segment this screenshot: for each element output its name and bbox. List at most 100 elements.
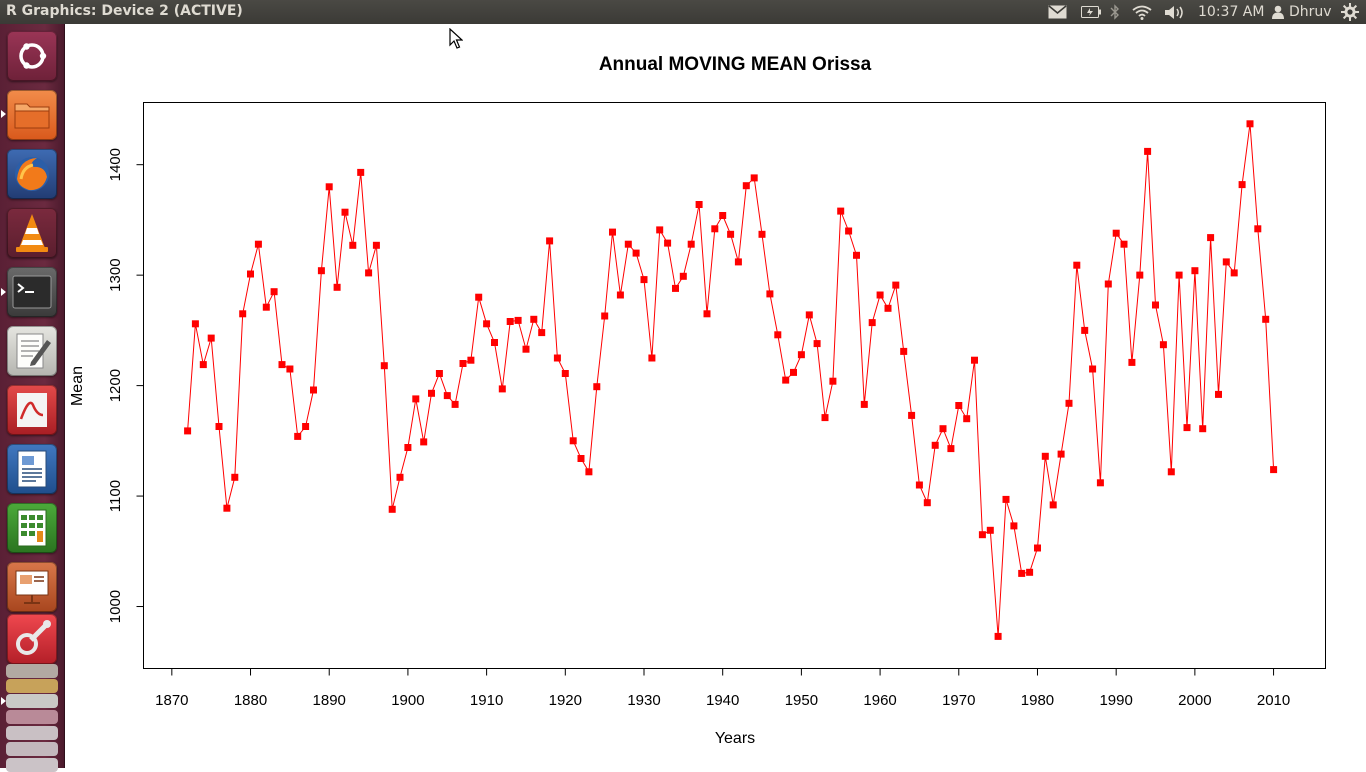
x-tick-label: 1940	[706, 692, 739, 709]
data-point	[498, 385, 506, 393]
data-point	[1222, 258, 1230, 266]
running-indicator	[1, 110, 6, 118]
battery-icon[interactable]	[1081, 4, 1101, 20]
data-point	[695, 201, 703, 208]
data-point	[396, 473, 404, 481]
data-point	[1002, 495, 1010, 503]
settings-icon[interactable]	[7, 614, 57, 664]
data-point	[766, 290, 774, 298]
mouse-pointer-icon	[449, 28, 463, 49]
data-point	[553, 354, 561, 362]
data-point	[1096, 479, 1104, 487]
x-tick-label: 1890	[313, 692, 346, 709]
data-point	[821, 414, 829, 422]
x-tick-label: 1970	[942, 692, 975, 709]
data-point	[341, 208, 349, 216]
data-point	[1215, 390, 1222, 398]
data-point	[1159, 341, 1167, 349]
launcher-stack-item[interactable]	[6, 664, 58, 678]
document-viewer-icon[interactable]	[7, 385, 57, 435]
vlc-icon[interactable]	[7, 208, 57, 258]
data-point	[616, 291, 624, 299]
data-point	[428, 389, 435, 397]
data-point	[624, 240, 632, 248]
x-tick-label: 1980	[1021, 692, 1054, 709]
launcher-stack-item[interactable]	[6, 710, 58, 724]
data-point	[388, 505, 396, 513]
data-point	[475, 293, 483, 301]
data-point	[963, 415, 971, 423]
data-point	[845, 227, 853, 235]
data-point	[679, 272, 687, 280]
data-point	[797, 351, 805, 359]
launcher-stack-item[interactable]	[6, 742, 58, 756]
data-point	[1254, 225, 1262, 233]
data-point	[971, 356, 978, 364]
data-point	[687, 240, 695, 248]
y-tick-label: 1100	[107, 480, 124, 512]
bluetooth-icon[interactable]	[1110, 4, 1120, 20]
data-point	[1175, 271, 1183, 279]
y-tick-label: 1000	[107, 590, 124, 623]
launcher-stack-item[interactable]	[6, 694, 58, 708]
volume-icon[interactable]	[1164, 4, 1184, 20]
wifi-icon[interactable]	[1132, 4, 1152, 20]
data-point	[829, 377, 837, 385]
data-point	[734, 258, 742, 266]
data-point	[884, 304, 892, 312]
y-axis: 1000 1100 1200 1300 1400	[107, 148, 144, 623]
terminal-icon[interactable]	[7, 267, 57, 317]
data-point	[294, 432, 302, 440]
data-point	[317, 267, 325, 275]
launcher-stack-item[interactable]	[6, 758, 58, 772]
window-title: R Graphics: Device 2 (ACTIVE)	[6, 3, 243, 19]
data-point	[664, 239, 672, 247]
data-point	[719, 212, 727, 219]
data-point	[561, 370, 569, 377]
data-point	[1128, 358, 1136, 366]
y-tick-label: 1400	[107, 148, 124, 181]
data-point	[1026, 568, 1034, 576]
data-point	[1065, 399, 1073, 407]
data-point	[711, 225, 719, 233]
data-point	[593, 383, 601, 391]
data-point	[853, 251, 860, 259]
data-point	[239, 310, 247, 318]
dash-icon[interactable]	[7, 31, 57, 81]
data-point	[813, 340, 821, 348]
x-axis-label: Years	[715, 730, 755, 747]
clock[interactable]: 10:37 AM	[1198, 4, 1265, 20]
data-point	[491, 339, 498, 346]
y-axis-label: Mean	[69, 366, 86, 406]
launcher-stack-item[interactable]	[6, 726, 58, 740]
data-point	[207, 334, 215, 342]
data-point	[325, 183, 333, 191]
data-point	[514, 316, 522, 324]
data-point	[585, 468, 593, 476]
data-point	[750, 174, 758, 182]
y-tick-label: 1300	[107, 258, 124, 291]
launcher-stack-item[interactable]	[6, 679, 58, 693]
chart: Annual MOVING MEAN Orissa Years Mean 187…	[69, 54, 1326, 747]
system-gear-icon[interactable]	[1341, 3, 1359, 21]
data-point	[254, 240, 262, 248]
data-point	[1073, 261, 1081, 269]
x-tick-label: 1910	[470, 692, 503, 709]
text-editor-icon[interactable]	[7, 326, 57, 376]
writer-icon[interactable]	[7, 444, 57, 494]
mail-icon[interactable]	[1048, 4, 1067, 20]
calc-icon[interactable]	[7, 503, 57, 553]
data-point	[420, 438, 428, 446]
data-point	[459, 360, 467, 367]
data-point	[1010, 522, 1018, 530]
data-point	[1120, 240, 1128, 248]
impress-icon[interactable]	[7, 562, 57, 612]
data-point	[1262, 315, 1270, 323]
data-point	[522, 345, 530, 353]
firefox-icon[interactable]	[7, 149, 57, 199]
data-point	[727, 230, 735, 238]
data-point	[451, 400, 459, 408]
user-menu[interactable]: Dhruv	[1272, 4, 1332, 20]
files-icon[interactable]	[7, 90, 57, 140]
data-point	[908, 411, 916, 419]
